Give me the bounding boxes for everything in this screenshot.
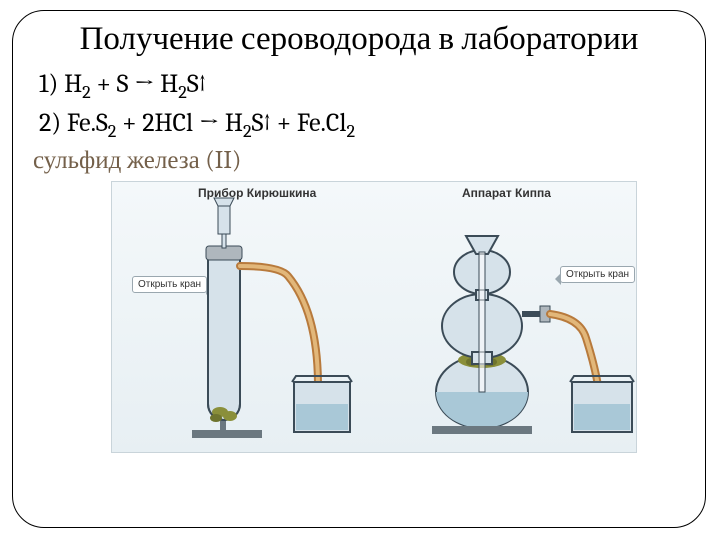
equation-2: 2) Fe.S2 + 2HCl → H2S↑ + Fe.Cl2 [39,106,687,145]
equations-block: 1) H2 + S → H2S↑ 2) Fe.S2 + 2HCl → H2S↑ … [39,67,687,145]
slide-title: Получение сероводорода в лаборатории [31,21,687,59]
footnote-iron-sulfide: сульфид железа (II) [33,146,687,175]
equation-1: 1) H2 + S → H2S↑ [39,67,687,106]
diagram-panel: Прибор Кирюшкина Аппарат Киппа Открыть к… [111,181,637,453]
kiryushkin-svg [122,192,382,452]
slide-frame: Получение сероводорода в лаборатории 1) … [12,10,706,528]
kipp-svg [372,192,672,452]
